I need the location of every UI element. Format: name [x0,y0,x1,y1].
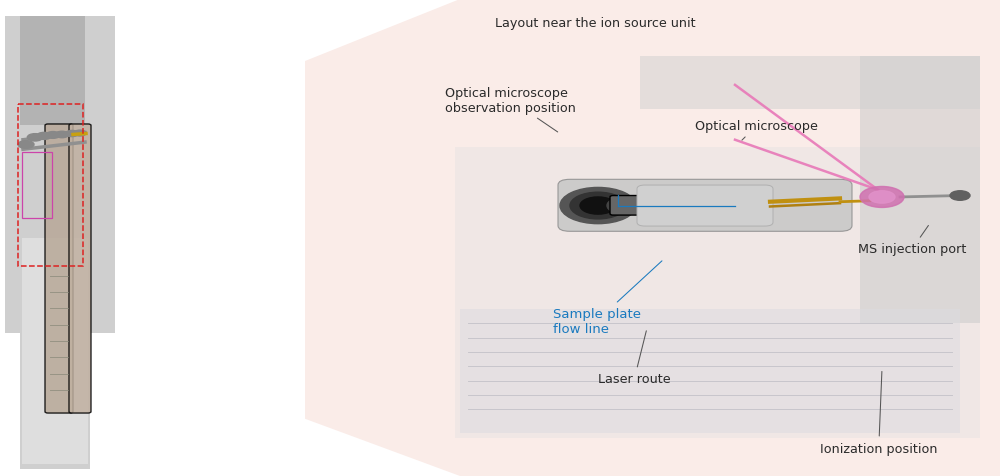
Polygon shape [305,0,1000,476]
Circle shape [607,198,643,215]
Polygon shape [640,57,980,109]
Circle shape [74,131,86,137]
Circle shape [27,134,43,142]
Circle shape [46,132,60,139]
Bar [22,152,52,219]
Text: Layout near the ion source unit: Layout near the ion source unit [495,17,695,30]
Circle shape [560,188,636,224]
Text: Optical microscope: Optical microscope [695,120,818,141]
Circle shape [860,187,904,208]
Polygon shape [860,57,980,324]
Polygon shape [20,17,85,126]
Circle shape [869,191,895,204]
FancyBboxPatch shape [637,186,773,227]
Circle shape [37,133,51,140]
Circle shape [580,198,616,215]
Circle shape [950,191,970,201]
Polygon shape [455,148,980,438]
Polygon shape [5,17,115,469]
Circle shape [55,132,69,139]
Polygon shape [22,238,88,464]
Text: Laser route: Laser route [598,331,671,386]
Circle shape [18,141,34,149]
Circle shape [570,193,626,219]
FancyBboxPatch shape [558,180,852,232]
FancyBboxPatch shape [610,196,641,216]
FancyBboxPatch shape [69,125,91,413]
Text: MS injection port: MS injection port [858,226,966,256]
Bar [18,105,83,267]
Text: Ionization position: Ionization position [820,372,938,455]
FancyBboxPatch shape [45,125,73,413]
Text: Sample plate
flow line: Sample plate flow line [553,261,662,335]
Polygon shape [460,309,960,433]
Circle shape [66,131,78,137]
Text: Optical microscope
observation position: Optical microscope observation position [445,87,576,133]
